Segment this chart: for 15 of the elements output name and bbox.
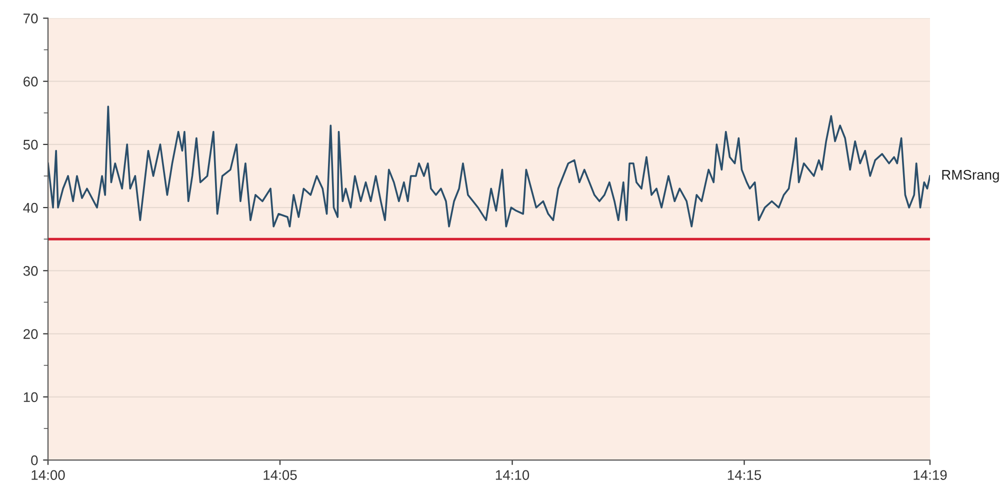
y-tick-label: 70 bbox=[24, 14, 38, 24]
x-tick-label: 14:05 bbox=[264, 470, 297, 480]
x-tick-label: 14:10 bbox=[496, 470, 530, 480]
x-tick-label: 14:19 bbox=[914, 470, 947, 480]
y-tick-label: 0 bbox=[31, 455, 38, 466]
y-tick-label: 60 bbox=[24, 76, 38, 86]
y-tick-label: 20 bbox=[24, 329, 38, 339]
series-label: RMSrang bbox=[942, 170, 999, 182]
y-tick-label: 50 bbox=[23, 140, 38, 150]
y-tick-label: 40 bbox=[23, 202, 38, 213]
y-tick-label: 10 bbox=[24, 392, 38, 402]
x-tick-label: 14:00 bbox=[32, 470, 65, 480]
x-tick-label: 14:15 bbox=[728, 470, 762, 480]
line-series bbox=[48, 106, 930, 228]
y-tick-label: 30 bbox=[23, 266, 38, 276]
